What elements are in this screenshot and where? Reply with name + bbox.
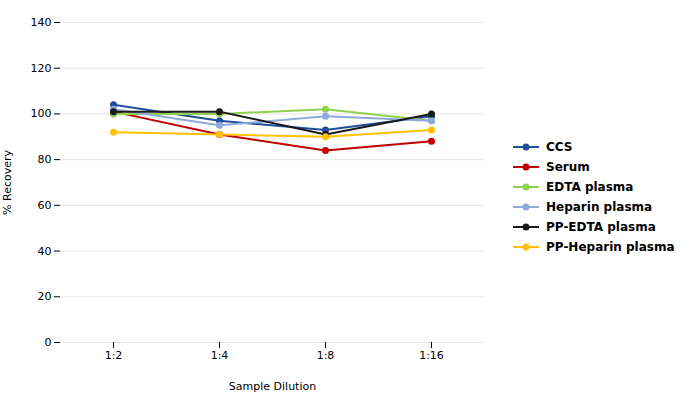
svg-text:1:8: 1:8 [317, 349, 335, 362]
svg-text:100: 100 [31, 107, 52, 120]
svg-text:140: 140 [31, 16, 52, 29]
svg-text:0: 0 [45, 336, 52, 349]
svg-text:% Recovery: % Recovery [1, 150, 14, 215]
html-text:EDTA plasma: EDTA plasma [546, 180, 634, 194]
svg-text:1:16: 1:16 [419, 349, 444, 362]
html-text:Serum: Serum [546, 160, 590, 174]
svg-text:80: 80 [38, 153, 52, 166]
html-text:PP-EDTA plasma: PP-EDTA plasma [546, 220, 656, 234]
html-text:PP-Heparin plasma: PP-Heparin plasma [546, 240, 675, 254]
svg-text:20: 20 [38, 290, 52, 303]
html-text:Heparin plasma: Heparin plasma [546, 200, 653, 214]
html-text:CCS: CCS [546, 140, 573, 154]
svg-text:1:4: 1:4 [211, 349, 229, 362]
svg-text:40: 40 [38, 245, 52, 258]
svg-text:60: 60 [38, 199, 52, 212]
svg-text:120: 120 [31, 62, 52, 75]
svg-text:1:2: 1:2 [105, 349, 123, 362]
svg-text:Sample Dilution: Sample Dilution [229, 380, 316, 393]
